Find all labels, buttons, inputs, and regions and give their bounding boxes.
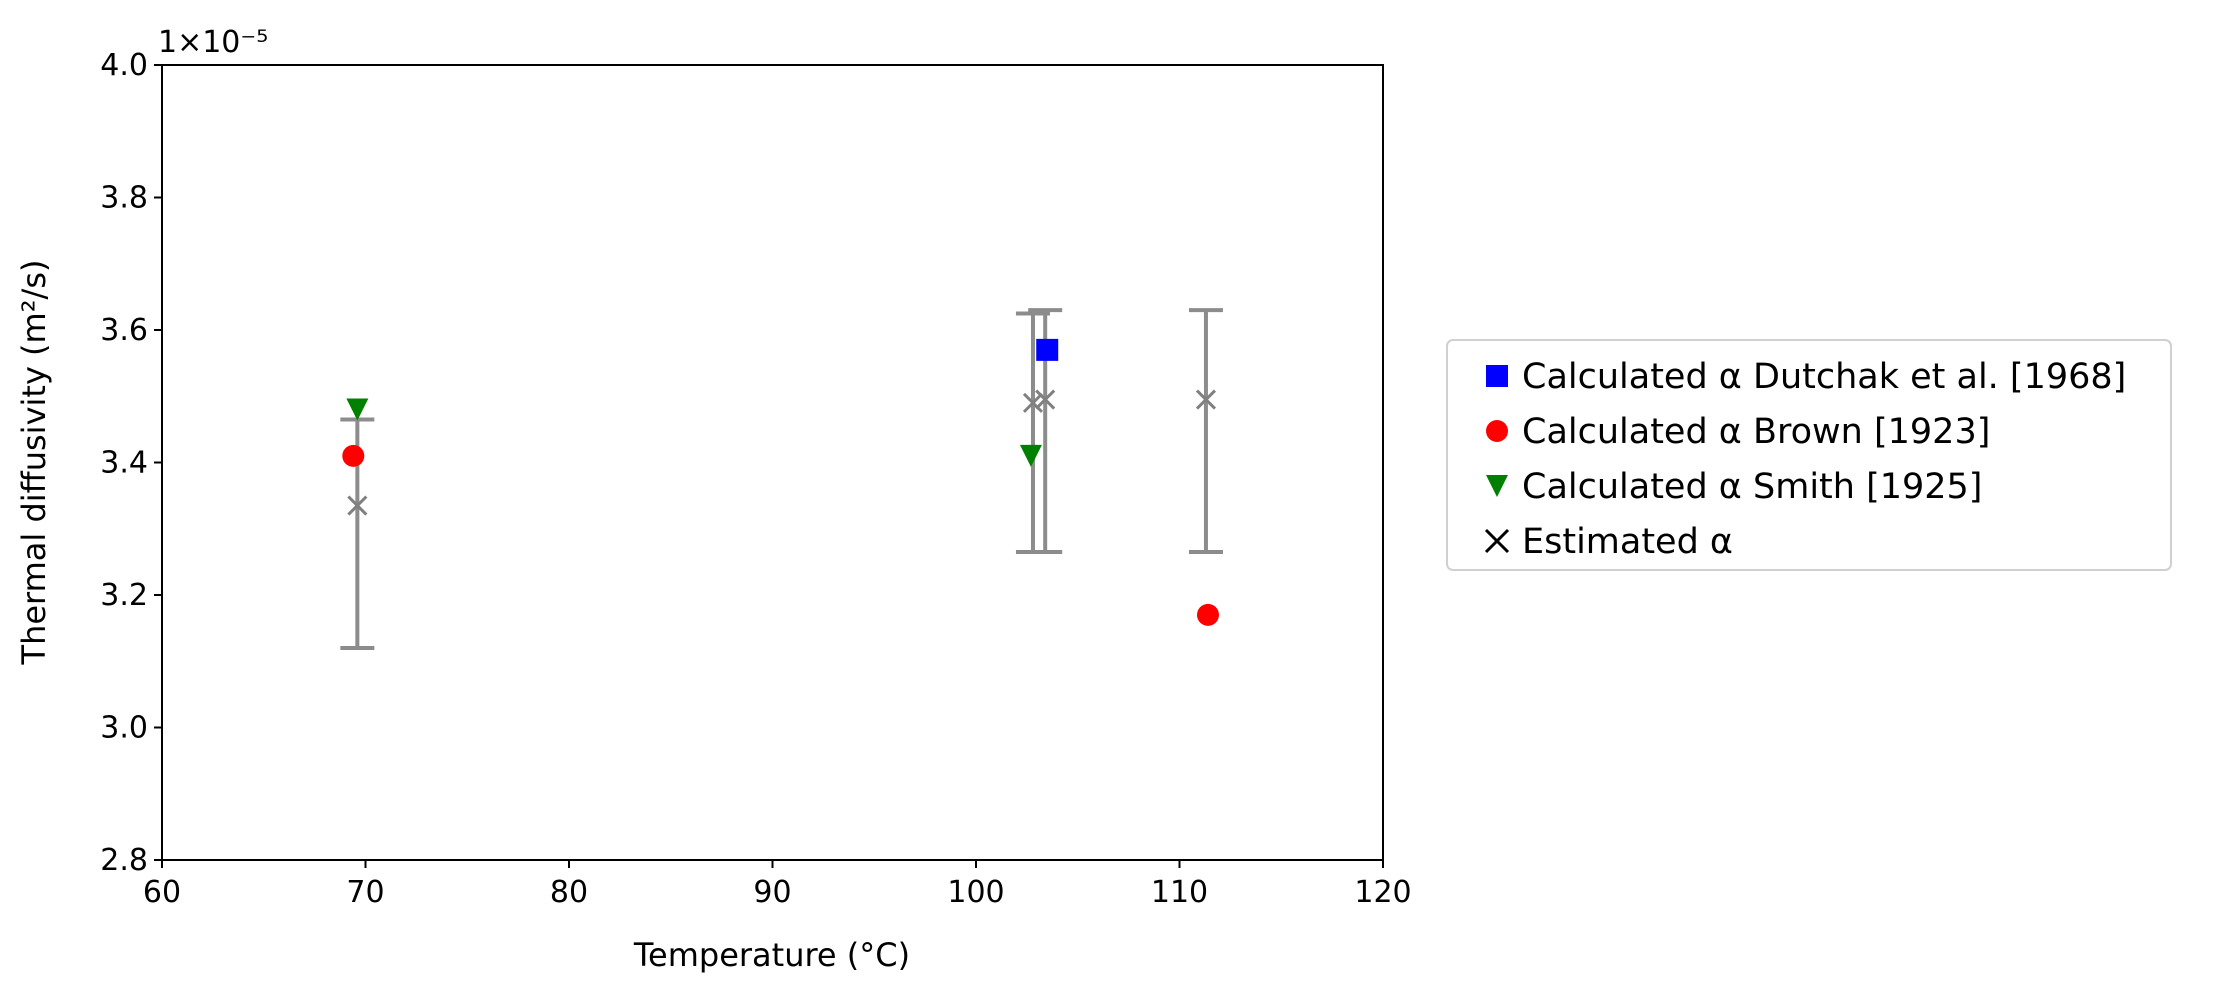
y-tick-label: 4.0 <box>100 48 148 83</box>
legend-marker <box>1486 365 1508 387</box>
y-axis-ticks: 2.8 3.0 3.2 3.4 3.6 3.8 4.0 <box>100 48 162 878</box>
x-axis-ticks: 60 70 80 90 100 110 120 <box>143 860 1412 910</box>
x-marker-stroke <box>1022 392 1044 413</box>
x-axis-label: Temperature (°C) <box>633 936 910 974</box>
legend-marker <box>1486 420 1508 442</box>
legend-marker <box>1484 528 1510 554</box>
legend-frame <box>1446 339 2172 571</box>
legend-label: Estimated α <box>1522 522 1733 562</box>
y-tick-label: 2.8 <box>100 843 148 878</box>
x-tick-label: 80 <box>550 875 588 910</box>
y-tick-label: 3.0 <box>100 711 148 746</box>
data-point <box>1195 389 1217 410</box>
x-tick-label: 100 <box>947 875 1004 910</box>
x-marker-stroke <box>1195 389 1217 410</box>
x-tick-label: 70 <box>346 875 384 910</box>
x-marker-stroke <box>347 495 368 516</box>
data-point <box>1196 603 1219 626</box>
x-marker-stroke <box>1035 389 1056 410</box>
x-tick-label: 60 <box>143 875 181 910</box>
data-point <box>1022 392 1044 413</box>
y-tick-label: 3.6 <box>100 313 148 348</box>
x-marker-stroke <box>1484 528 1510 554</box>
data-point <box>1036 338 1059 361</box>
y-axis-label: Thermal diffusivity (m²/s) <box>15 260 53 666</box>
legend-label: Calculated α Dutchak et al. [1968] <box>1522 357 2126 397</box>
x-tick-label: 120 <box>1354 875 1411 910</box>
legend-label: Calculated α Smith [1925] <box>1522 467 1982 507</box>
plot-layer <box>340 308 1223 650</box>
y-multiplier-label: 1×10⁻⁵ <box>158 25 268 60</box>
legend-label: Calculated α Brown [1923] <box>1522 412 1990 452</box>
legend: Calculated α Dutchak et al. [1968] Calcul… <box>1446 339 2172 571</box>
data-point <box>346 398 369 421</box>
data-point <box>347 495 368 516</box>
y-tick-label: 3.2 <box>100 578 148 613</box>
y-tick-label: 3.4 <box>100 446 148 481</box>
data-point <box>1019 444 1042 467</box>
legend-marker <box>1486 475 1508 497</box>
x-tick-label: 110 <box>1151 875 1208 910</box>
data-point <box>342 444 365 467</box>
y-tick-label: 3.8 <box>100 181 148 216</box>
x-tick-label: 90 <box>753 875 791 910</box>
data-point <box>1035 389 1056 410</box>
